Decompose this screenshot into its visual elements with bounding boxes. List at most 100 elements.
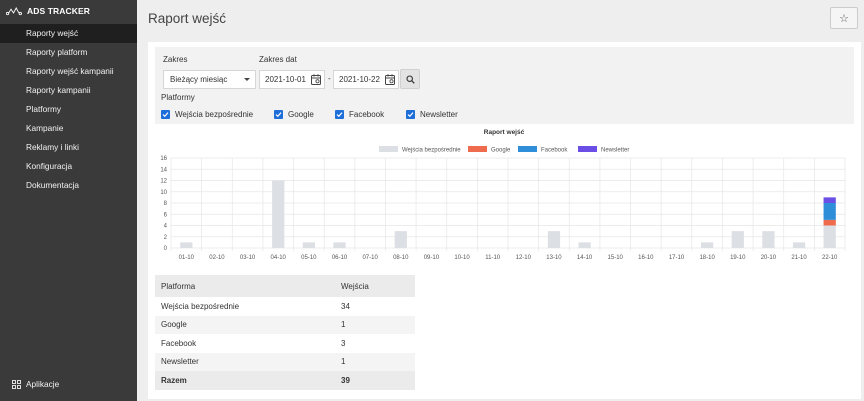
legend-swatch [518, 146, 537, 152]
y-tick-label: 10 [160, 190, 167, 196]
legend-label: Wejścia bezpośrednie [402, 148, 461, 154]
filters-panel: Zakres Bieżący miesiąc Zakres dat 2021-1… [155, 47, 854, 124]
cell-total-value: 39 [335, 371, 415, 390]
x-tick-label: 12-10 [516, 255, 532, 261]
sidebar-item-raporty-kampanii[interactable]: Raporty kampanii [26, 85, 91, 95]
platform-checkbox-wejscia-bezposrednie[interactable]: Wejścia bezpośrednie [161, 110, 253, 119]
table-row: Wejścia bezpośrednie 34 [155, 297, 415, 316]
table-total-row: Razem 39 [155, 371, 415, 390]
checkbox-checked-icon [335, 110, 344, 119]
report-card: Zakres Bieżący miesiąc Zakres dat 2021-1… [148, 42, 861, 399]
y-tick-label: 2 [164, 235, 168, 241]
cell-platform: Newsletter [155, 352, 335, 371]
platform-summary-table: Platforma Wejścia Wejścia bezpośrednie 3… [155, 275, 415, 390]
sidebar-item-raporty-wejsc[interactable]: Raporty wejść [0, 24, 137, 43]
entries-chart: Raport wejść Wejścia bezpośrednie Google Fa… [160, 129, 846, 261]
platform-checkbox-google[interactable]: Google [274, 110, 314, 119]
date-from-input[interactable]: 2021-10-01 [259, 70, 325, 89]
dates-label: Zakres dat [259, 55, 297, 64]
cell-entries: 1 [335, 315, 415, 334]
sidebar-item-raporty-wejsc-kampanii[interactable]: Raporty wejść kampanii [26, 66, 114, 76]
x-tick-label: 04-10 [271, 255, 287, 261]
bar [180, 242, 193, 248]
platform-label: Wejścia bezpośrednie [175, 110, 254, 119]
table-row: Facebook 3 [155, 334, 415, 353]
calendar-icon[interactable] [311, 74, 321, 85]
sidebar-item-reklamy-i-linki[interactable]: Reklamy i linki [26, 142, 80, 152]
sidebar-item-platformy[interactable]: Platformy [26, 104, 62, 114]
x-tick-label: 08-10 [393, 255, 409, 261]
x-tick-label: 21-10 [791, 255, 807, 261]
star-icon: ☆ [839, 12, 849, 25]
x-tick-label: 16-10 [638, 255, 654, 261]
app-brand[interactable]: ADS TRACKER [0, 0, 137, 22]
legend-label: Google [491, 148, 511, 154]
y-tick-label: 14 [160, 167, 167, 173]
bar [302, 242, 315, 248]
app-name: ADS TRACKER [27, 6, 90, 16]
bar [394, 231, 407, 248]
bar [701, 242, 714, 248]
legend-swatch [468, 146, 487, 152]
sidebar-item-konfiguracja[interactable]: Konfiguracja [26, 161, 73, 171]
x-tick-label: 07-10 [362, 255, 378, 261]
sidebar-item-dokumentacja[interactable]: Dokumentacja [26, 180, 80, 190]
cell-platform: Facebook [161, 338, 197, 348]
x-tick-label: 17-10 [669, 255, 685, 261]
page-title: Raport wejść [148, 11, 227, 26]
y-tick-label: 16 [160, 156, 167, 162]
y-tick-label: 12 [160, 179, 167, 185]
y-tick-label: 4 [164, 224, 168, 230]
x-tick-label: 15-10 [608, 255, 624, 261]
platform-checkbox-newsletter[interactable]: Newsletter [406, 110, 458, 119]
cell-platform: Wejścia bezpośrednie [161, 301, 240, 311]
platforms-label: Platformy [161, 93, 195, 102]
column-header-platform: Platforma [155, 275, 335, 297]
x-tick-label: 14-10 [577, 255, 593, 261]
x-tick-label: 19-10 [730, 255, 746, 261]
platform-label: Facebook [349, 110, 385, 119]
sidebar: ADS TRACKER Raporty wejść Raporty platfo… [0, 0, 137, 401]
platform-label: Newsletter [420, 110, 458, 119]
x-tick-label: 11-10 [485, 255, 501, 261]
favorite-button[interactable]: ☆ [830, 7, 858, 29]
checkbox-checked-icon [406, 110, 415, 119]
apps-grid-icon [12, 379, 21, 389]
platform-label: Google [288, 110, 314, 119]
x-tick-label: 22-10 [822, 255, 838, 261]
cell-platform: Google [155, 315, 335, 334]
bar [731, 231, 744, 248]
cell-entries: 1 [335, 352, 415, 371]
x-tick-label: 13-10 [546, 255, 562, 261]
bar [823, 225, 836, 248]
cell-entries: 3 [341, 338, 346, 348]
column-header-entries: Wejścia [335, 275, 415, 297]
legend-label: Facebook [541, 148, 568, 154]
date-to-input[interactable]: 2021-10-22 [333, 70, 399, 89]
bar [823, 197, 836, 203]
range-select-value: Bieżący miesiąc [170, 75, 228, 84]
x-tick-label: 03-10 [240, 255, 256, 261]
date-from-value: 2021-10-01 [265, 75, 306, 84]
bar [333, 242, 346, 248]
x-tick-label: 06-10 [332, 255, 348, 261]
caret-down-icon [244, 78, 250, 81]
checkbox-checked-icon [161, 110, 170, 119]
x-tick-label: 02-10 [209, 255, 225, 261]
checkbox-checked-icon [274, 110, 283, 119]
y-tick-label: 0 [164, 246, 168, 252]
bar [578, 242, 591, 248]
range-select[interactable]: Bieżący miesiąc [163, 70, 256, 89]
apps-button[interactable]: Aplikacje [12, 379, 59, 389]
x-tick-label: 20-10 [761, 255, 777, 261]
y-tick-label: 6 [164, 212, 168, 218]
sidebar-item-raporty-platform[interactable]: Raporty platform [26, 47, 88, 57]
table-row: Google 1 [155, 315, 415, 334]
x-tick-label: 18-10 [699, 255, 715, 261]
search-button[interactable] [400, 69, 420, 89]
calendar-icon[interactable] [385, 74, 395, 85]
x-tick-label: 01-10 [179, 255, 195, 261]
apps-label: Aplikacje [26, 379, 60, 389]
platform-checkbox-facebook[interactable]: Facebook [335, 110, 384, 119]
sidebar-item-kampanie[interactable]: Kampanie [26, 123, 64, 133]
